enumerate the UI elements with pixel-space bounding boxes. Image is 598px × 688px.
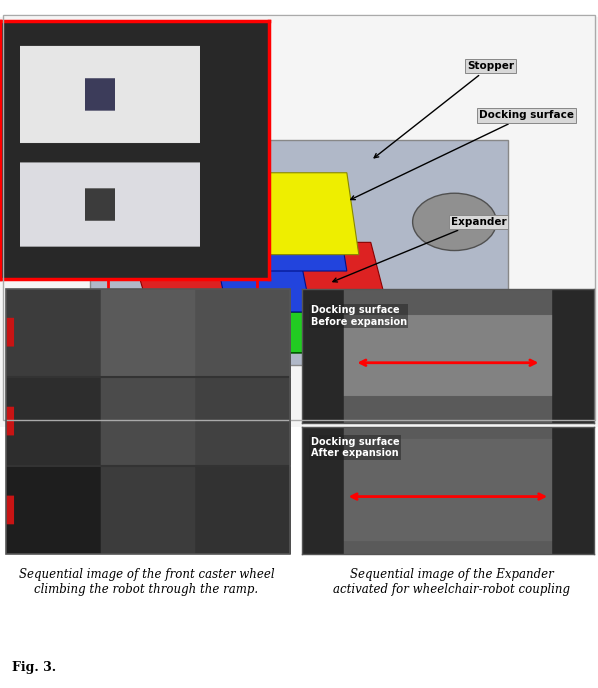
Text: Ramp: Ramp <box>234 341 268 391</box>
Text: Expander: Expander <box>333 217 507 282</box>
Circle shape <box>30 316 114 374</box>
Circle shape <box>413 193 496 250</box>
Bar <box>108 181 257 312</box>
Circle shape <box>413 316 496 374</box>
Text: Docking surface
After expansion: Docking surface After expansion <box>311 437 399 458</box>
Polygon shape <box>245 197 347 271</box>
Text: Sequential image of the front caster wheel
climbing the robot through the ramp.: Sequential image of the front caster whe… <box>19 568 274 596</box>
Polygon shape <box>126 230 251 312</box>
Polygon shape <box>257 173 359 255</box>
Text: Docking surface
Before expansion: Docking surface Before expansion <box>311 305 407 327</box>
Text: Stopper: Stopper <box>374 61 514 158</box>
FancyBboxPatch shape <box>90 140 508 365</box>
Polygon shape <box>108 312 431 353</box>
Polygon shape <box>293 242 389 312</box>
Text: Sequential image of the Expander
activated for wheelchair-robot coupling: Sequential image of the Expander activat… <box>333 568 570 596</box>
Circle shape <box>30 193 114 250</box>
Polygon shape <box>209 222 311 312</box>
Text: Docking surface: Docking surface <box>351 111 573 200</box>
Text: Fig. 3.: Fig. 3. <box>12 661 56 674</box>
